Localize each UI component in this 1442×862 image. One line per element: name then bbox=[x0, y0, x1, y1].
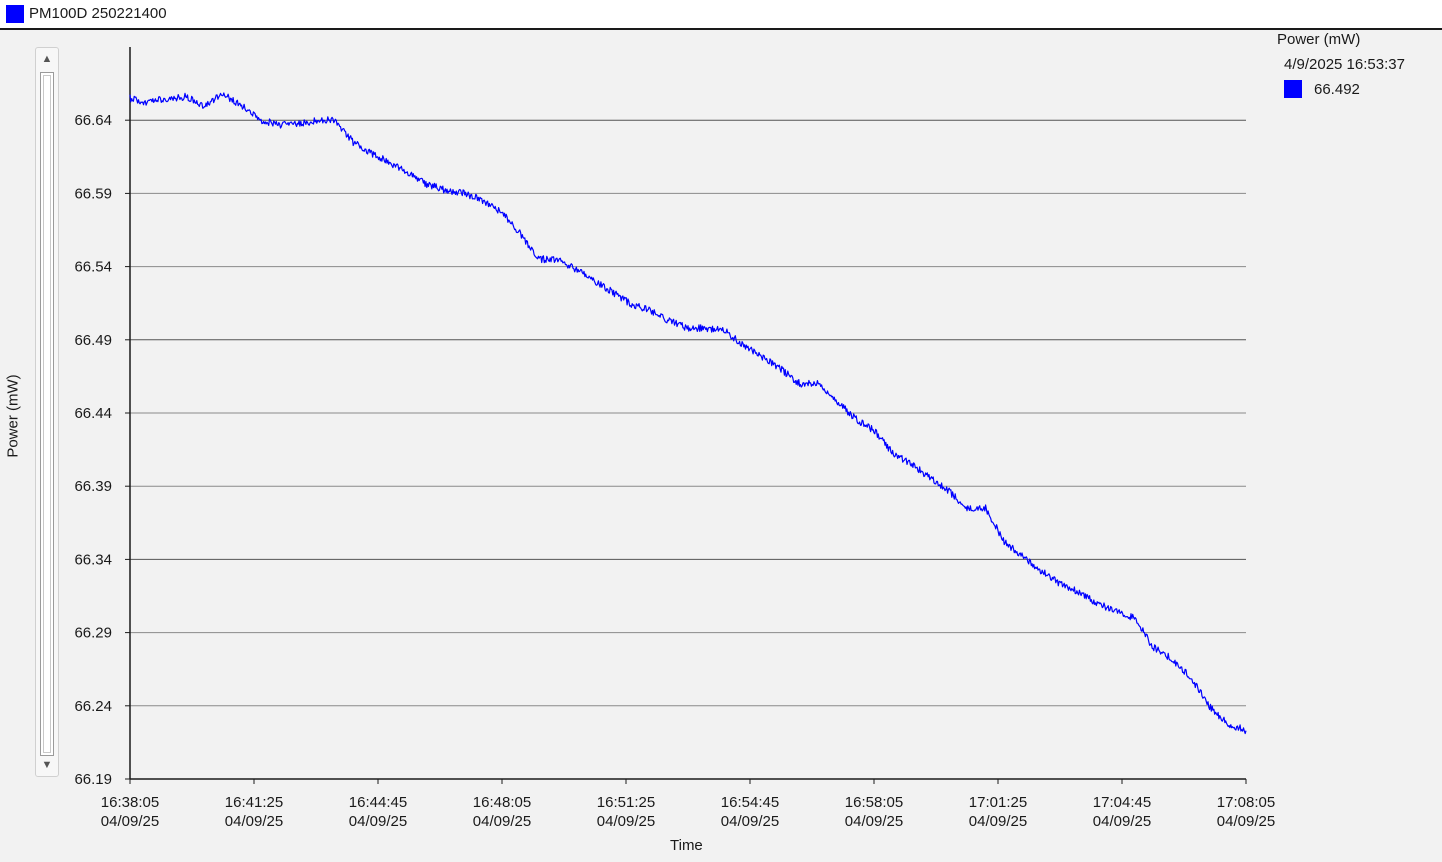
series-color-swatch bbox=[6, 5, 24, 23]
x-tick-time-label: 17:08:05 bbox=[1217, 794, 1275, 811]
legend-title: Power (mW) bbox=[1277, 31, 1361, 48]
x-tick-date-label: 04/09/25 bbox=[101, 813, 159, 830]
title-bar: PM100D 250221400 bbox=[0, 0, 1442, 30]
y-tick-label: 66.24 bbox=[74, 698, 112, 715]
y-tick-label: 66.39 bbox=[74, 478, 112, 495]
x-axis-title: Time bbox=[670, 837, 703, 854]
x-tick-date-label: 04/09/25 bbox=[473, 813, 531, 830]
vertical-scrollbar[interactable]: ▲ ▼ bbox=[35, 47, 59, 777]
x-tick-labels: 16:38:05 04/09/25 16:41:25 04/09/25 16:44:45… bbox=[101, 794, 1275, 830]
y-tick-labels: 66.19 66.24 66.29 66.34 66.39 66.44 66.49 66.54… bbox=[74, 112, 112, 788]
scrollbar-thumb[interactable] bbox=[40, 72, 54, 756]
y-tick-label: 66.49 bbox=[74, 332, 112, 349]
grid-lines bbox=[130, 119, 1246, 707]
x-tick-time-label: 16:51:25 bbox=[597, 794, 655, 811]
axes bbox=[125, 47, 1247, 784]
x-tick-time-label: 16:48:05 bbox=[473, 794, 531, 811]
y-tick-label: 66.29 bbox=[74, 625, 112, 642]
x-tick-date-label: 04/09/25 bbox=[1093, 813, 1151, 830]
x-tick-date-label: 04/09/25 bbox=[1217, 813, 1275, 830]
power-series-line bbox=[129, 92, 1247, 735]
window-title: PM100D 250221400 bbox=[29, 5, 167, 22]
x-tick-date-label: 04/09/25 bbox=[349, 813, 407, 830]
legend-timestamp: 4/9/2025 16:53:37 bbox=[1284, 56, 1405, 73]
x-tick-time-label: 16:38:05 bbox=[101, 794, 159, 811]
y-tick-label: 66.44 bbox=[74, 405, 112, 422]
arrow-up-icon[interactable]: ▲ bbox=[41, 53, 53, 65]
x-tick-date-label: 04/09/25 bbox=[721, 813, 779, 830]
y-tick-label: 66.19 bbox=[74, 771, 112, 788]
x-tick-time-label: 16:44:45 bbox=[349, 794, 407, 811]
series-layer bbox=[129, 92, 1247, 735]
y-tick-label: 66.64 bbox=[74, 112, 112, 129]
y-tick-label: 66.54 bbox=[74, 259, 112, 276]
x-tick-time-label: 17:04:45 bbox=[1093, 794, 1151, 811]
x-tick-date-label: 04/09/25 bbox=[845, 813, 903, 830]
x-tick-date-label: 04/09/25 bbox=[597, 813, 655, 830]
x-tick-time-label: 17:01:25 bbox=[969, 794, 1027, 811]
x-tick-date-label: 04/09/25 bbox=[969, 813, 1027, 830]
x-tick-time-label: 16:58:05 bbox=[845, 794, 903, 811]
legend-value: 66.492 bbox=[1314, 81, 1360, 98]
x-tick-time-label: 16:54:45 bbox=[721, 794, 779, 811]
x-tick-date-label: 04/09/25 bbox=[225, 813, 283, 830]
arrow-down-icon[interactable]: ▼ bbox=[41, 759, 53, 771]
legend-swatch bbox=[1284, 80, 1302, 98]
x-tick-time-label: 16:41:25 bbox=[225, 794, 283, 811]
y-tick-label: 66.34 bbox=[74, 551, 112, 568]
y-tick-label: 66.59 bbox=[74, 185, 112, 202]
